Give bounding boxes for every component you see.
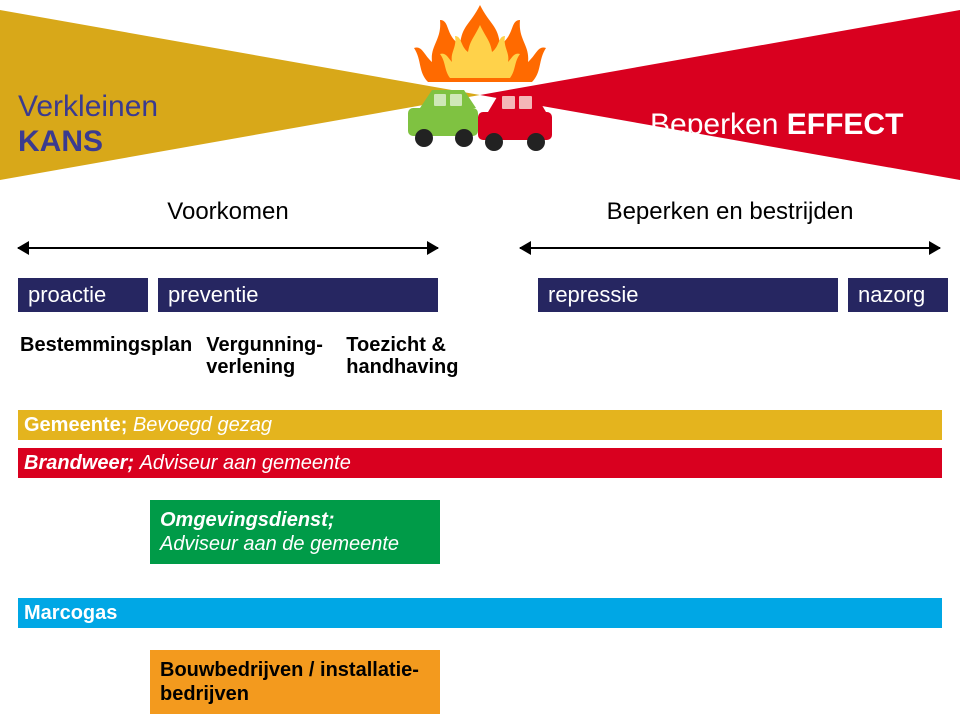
arrow-beperken: Beperken en bestrijden bbox=[520, 230, 940, 266]
title-left-line2: KANS bbox=[18, 125, 103, 158]
car-red bbox=[478, 92, 552, 151]
arrow-left-label: Voorkomen bbox=[18, 198, 438, 226]
band-marcogas: Marcogas bbox=[18, 598, 942, 628]
band-brandweer: Brandweer; Adviseur aan gemeente bbox=[18, 448, 942, 478]
stage-row: proactie preventie repressie nazorg bbox=[18, 278, 942, 312]
arrow-right-line bbox=[520, 247, 940, 249]
arrow-left-line bbox=[18, 247, 438, 249]
title-right-bold: EFFECT bbox=[787, 108, 904, 141]
incident-graphic bbox=[400, 0, 560, 170]
title-right-prefix: Beperken bbox=[650, 108, 787, 141]
title-left: Verkleinen KANS bbox=[18, 90, 158, 159]
box-bouwbedrijven: Bouwbedrijven / installatie- bedrijven bbox=[150, 650, 440, 714]
title-right: Beperken EFFECT bbox=[650, 108, 903, 142]
box-bouw-line2: bedrijven bbox=[160, 683, 249, 705]
stage-preventie: preventie bbox=[158, 278, 438, 312]
band-gemeente: Gemeente; Bevoegd gezag bbox=[18, 410, 942, 440]
stage-repressie: repressie bbox=[538, 278, 838, 312]
band-marcogas-text: Marcogas bbox=[24, 602, 117, 625]
box-omgevingsdienst: Omgevingsdienst; Adviseur aan de gemeent… bbox=[150, 500, 440, 564]
band-brandweer-bold: Brandweer; bbox=[24, 452, 140, 475]
arrow-right-label: Beperken en bestrijden bbox=[520, 198, 940, 226]
box-omgeving-line1: Omgevingsdienst; bbox=[160, 509, 334, 531]
car-green bbox=[408, 90, 478, 147]
box-bouw-line1: Bouwbedrijven / installatie- bbox=[160, 659, 419, 681]
stage-nazorg: nazorg bbox=[848, 278, 948, 312]
band-brandweer-rest: Adviseur aan gemeente bbox=[140, 452, 351, 475]
sub-bestemmingsplan: Bestemmingsplan bbox=[18, 330, 194, 382]
band-gemeente-italic: Bevoegd gezag bbox=[133, 414, 272, 437]
sub-vergunning: Vergunning-verlening bbox=[204, 330, 334, 382]
box-omgeving-line2: Adviseur aan de gemeente bbox=[160, 533, 399, 555]
arrow-voorkomen: Voorkomen bbox=[18, 230, 438, 266]
band-gemeente-bold: Gemeente; bbox=[24, 414, 133, 437]
title-left-line1: Verkleinen bbox=[18, 90, 158, 123]
stage-proactie: proactie bbox=[18, 278, 148, 312]
substage-row: Bestemmingsplan Vergunning-verlening Toe… bbox=[18, 330, 942, 382]
sub-toezicht: Toezicht &handhaving bbox=[344, 330, 474, 382]
